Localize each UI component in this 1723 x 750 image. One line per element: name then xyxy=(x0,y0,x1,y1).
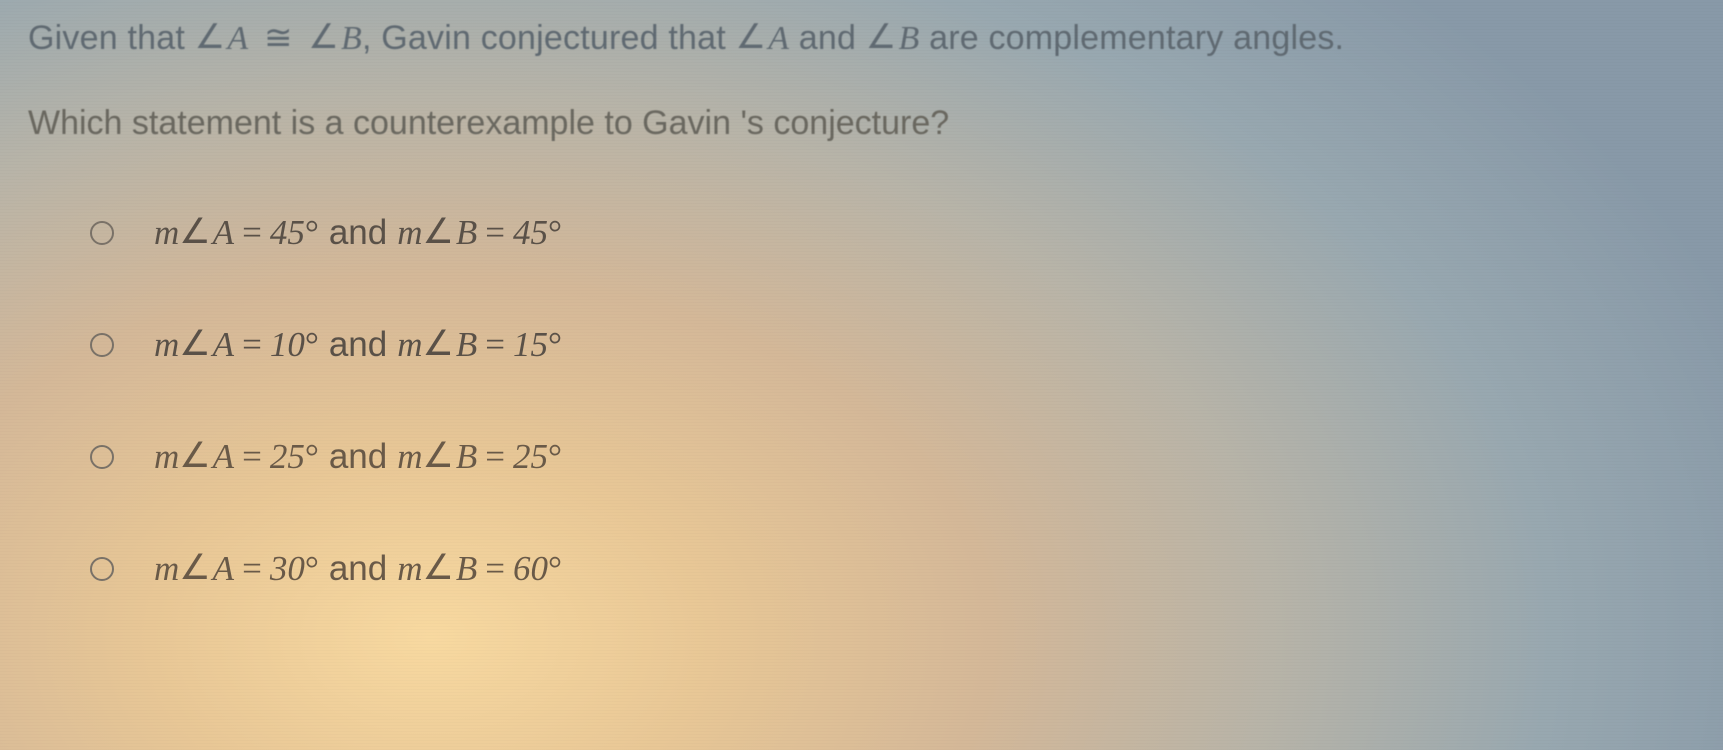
option-expression: m∠A=45°andm∠B=45° xyxy=(154,213,562,253)
m-letter: m xyxy=(154,213,179,252)
value-b: 25 xyxy=(513,437,548,476)
angle-symbol: ∠ xyxy=(308,17,339,57)
degree-symbol: ° xyxy=(548,325,562,364)
angle-symbol: ∠ xyxy=(423,212,454,252)
value-b: 45 xyxy=(513,213,548,252)
angle-a2-label: A xyxy=(768,20,789,57)
angle-symbol: ∠ xyxy=(866,17,897,57)
degree-symbol: ° xyxy=(305,437,319,476)
degree-symbol: ° xyxy=(305,325,319,364)
degree-symbol: ° xyxy=(305,549,319,588)
degree-symbol: ° xyxy=(305,213,319,252)
a-letter: A xyxy=(213,549,234,588)
m-letter: m xyxy=(397,213,422,252)
value-a: 10 xyxy=(270,325,305,364)
radio-icon[interactable] xyxy=(90,445,114,469)
option-row[interactable]: m∠A=25°andm∠B=25° xyxy=(90,437,1695,477)
degree-symbol: ° xyxy=(548,213,562,252)
question-line-2: Which statement is a counterexample to G… xyxy=(28,104,1695,143)
and-word: and xyxy=(329,213,387,252)
a-letter: A xyxy=(213,213,234,252)
m-letter: m xyxy=(154,325,179,364)
angle-a-label: A xyxy=(227,20,248,57)
equals-symbol: = xyxy=(242,549,262,588)
text-mid: , Gavin conjectured that xyxy=(362,19,736,57)
a-letter: A xyxy=(213,437,234,476)
and-word: and xyxy=(329,437,387,476)
text-and: and xyxy=(789,19,866,57)
value-a: 30 xyxy=(270,549,305,588)
degree-symbol: ° xyxy=(548,437,562,476)
m-letter: m xyxy=(397,437,422,476)
m-letter: m xyxy=(154,437,179,476)
angle-symbol: ∠ xyxy=(179,212,210,252)
equals-symbol: = xyxy=(485,213,505,252)
text-suffix: are complementary angles. xyxy=(919,19,1344,57)
angle-b-label: B xyxy=(341,20,362,57)
congruent-symbol: ≅ xyxy=(264,19,293,57)
value-a: 45 xyxy=(270,213,305,252)
equals-symbol: = xyxy=(242,325,262,364)
equals-symbol: = xyxy=(242,437,262,476)
options-list: m∠A=45°andm∠B=45° m∠A=10°andm∠B=15° m∠A=… xyxy=(28,213,1695,589)
and-word: and xyxy=(329,549,387,588)
value-b: 15 xyxy=(513,325,548,364)
angle-symbol: ∠ xyxy=(423,548,454,588)
radio-icon[interactable] xyxy=(90,221,114,245)
b-letter: B xyxy=(456,437,477,476)
equals-symbol: = xyxy=(242,213,262,252)
angle-symbol: ∠ xyxy=(179,324,210,364)
angle-symbol: ∠ xyxy=(179,548,210,588)
option-row[interactable]: m∠A=30°andm∠B=60° xyxy=(90,549,1695,589)
radio-icon[interactable] xyxy=(90,333,114,357)
radio-icon[interactable] xyxy=(90,557,114,581)
m-letter: m xyxy=(397,325,422,364)
m-letter: m xyxy=(154,549,179,588)
text-prefix: Given that xyxy=(28,19,195,57)
b-letter: B xyxy=(456,549,477,588)
option-expression: m∠A=10°andm∠B=15° xyxy=(154,325,562,365)
option-expression: m∠A=25°andm∠B=25° xyxy=(154,437,562,477)
b-letter: B xyxy=(456,213,477,252)
equals-symbol: = xyxy=(485,549,505,588)
value-b: 60 xyxy=(513,549,548,588)
and-word: and xyxy=(329,325,387,364)
question-block: Given that ∠A ≅ ∠B, Gavin conjectured th… xyxy=(0,0,1723,589)
option-row[interactable]: m∠A=10°andm∠B=15° xyxy=(90,325,1695,365)
degree-symbol: ° xyxy=(548,549,562,588)
equals-symbol: = xyxy=(485,437,505,476)
angle-symbol: ∠ xyxy=(736,17,767,57)
b-letter: B xyxy=(456,325,477,364)
equals-symbol: = xyxy=(485,325,505,364)
option-row[interactable]: m∠A=45°andm∠B=45° xyxy=(90,213,1695,253)
m-letter: m xyxy=(397,549,422,588)
angle-symbol: ∠ xyxy=(423,436,454,476)
angle-symbol: ∠ xyxy=(195,17,226,57)
value-a: 25 xyxy=(270,437,305,476)
angle-symbol: ∠ xyxy=(423,324,454,364)
a-letter: A xyxy=(213,325,234,364)
angle-symbol: ∠ xyxy=(179,436,210,476)
question-line-1: Given that ∠A ≅ ∠B, Gavin conjectured th… xyxy=(28,18,1695,58)
option-expression: m∠A=30°andm∠B=60° xyxy=(154,549,562,589)
angle-b2-label: B xyxy=(898,20,919,57)
